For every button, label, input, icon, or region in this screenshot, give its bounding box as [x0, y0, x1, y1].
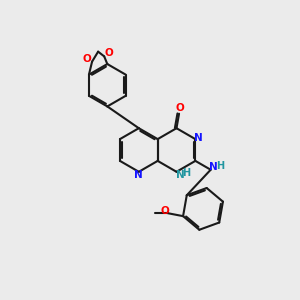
Text: O: O	[176, 103, 184, 113]
Text: O: O	[105, 48, 114, 59]
Text: H: H	[182, 168, 190, 178]
Text: N: N	[194, 133, 203, 142]
Text: N: N	[134, 170, 143, 180]
Text: O: O	[160, 206, 169, 216]
Text: N: N	[176, 170, 184, 180]
Text: N: N	[209, 162, 218, 172]
Text: O: O	[83, 54, 92, 64]
Text: H: H	[216, 160, 224, 171]
